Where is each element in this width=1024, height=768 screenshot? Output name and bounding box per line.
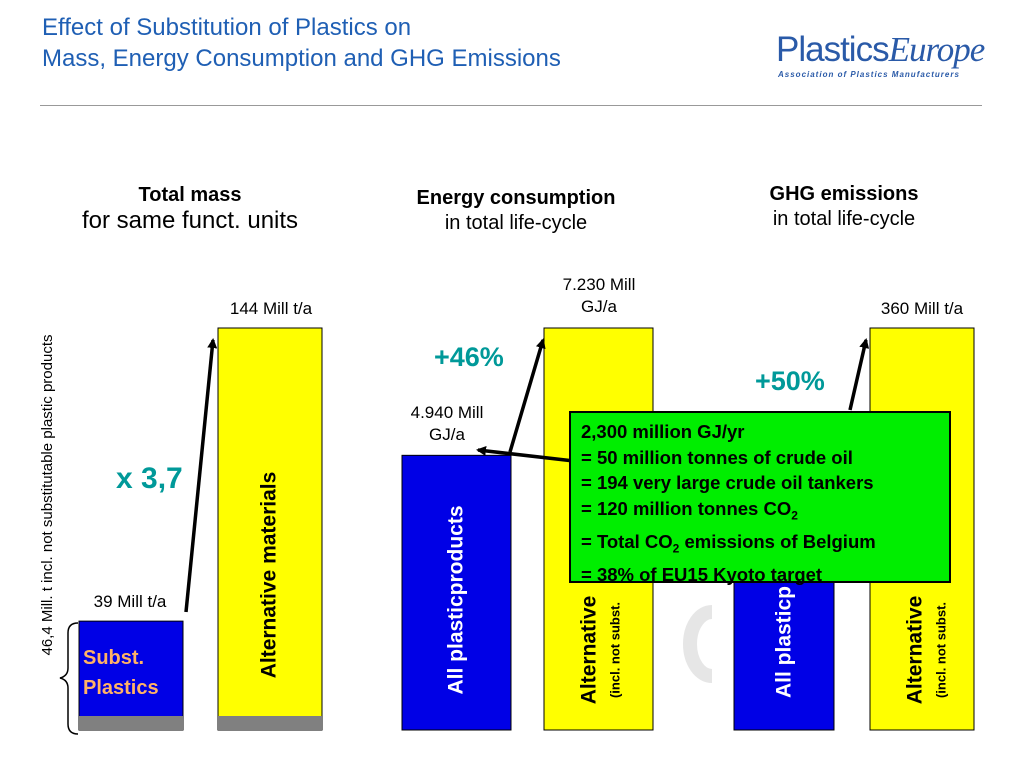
- bar-label-all-plasticproducts: All plasticproducts: [445, 505, 468, 694]
- side-brace: [59, 622, 79, 735]
- value-label-plastics-energy-2: GJ/a: [429, 425, 465, 444]
- callout-line-3: = 194 very large crude oil tankers: [581, 472, 874, 493]
- increase-arrow-ghg: [848, 338, 870, 411]
- energy-header-sub: in total life-cycle: [444, 212, 588, 234]
- side-note: 46,4 Mill. t incl. not substitutable pla…: [39, 335, 56, 656]
- callout-line-1: 2,300 million GJ/yr: [581, 421, 745, 442]
- bar-non-substitutable: [79, 716, 183, 730]
- energy-header-title: Energy consumption: [416, 187, 616, 209]
- logo-text-b: Europe: [888, 30, 986, 69]
- callout-line-6: = 38% of EU15 Kyoto target: [581, 563, 823, 585]
- bar-sublabel-energy: (incl. not subst.: [607, 602, 622, 698]
- title-divider: [40, 105, 982, 106]
- ghg-header: GHG emissions in total life-cycle: [694, 182, 994, 232]
- value-label-alternative-energy-2: GJ/a: [581, 297, 617, 316]
- change-label-ghg: +50%: [755, 366, 825, 396]
- bar-label-subst-2: Plastics: [83, 677, 159, 699]
- callout-line-5: = Total CO2 emissions of Belgium: [581, 530, 876, 556]
- mass-header-sub: for same funct. units: [81, 207, 299, 234]
- ghg-header-title: GHG emissions: [769, 183, 919, 205]
- value-label-alternative-energy-1: 7.230 Mill: [563, 275, 636, 294]
- value-label-subst: 39 Mill t/a: [94, 592, 167, 611]
- mass-header-title: Total mass: [138, 184, 242, 206]
- title-line-2: Mass, Energy Consumption and GHG Emissio…: [42, 45, 561, 72]
- slide-title: Effect of Substitution of Plastics on Ma…: [42, 12, 561, 74]
- bar-subst-plastics: [78, 620, 184, 731]
- bar-all-plasticproducts: [401, 454, 512, 731]
- value-label-plastics-energy-1: 4.940 Mill: [411, 403, 484, 422]
- callout-pointer-arrow: [476, 445, 575, 463]
- callout-line-2: = 50 million tonnes of crude oil: [581, 446, 853, 468]
- bar-label-subst-1: Subst.: [83, 647, 144, 669]
- bar-sublabel-ghg: (incl. not subst.: [933, 602, 948, 698]
- change-label-mass: x 3,7: [116, 462, 183, 495]
- equivalence-callout: 2,300 million GJ/yr = 50 million tonnes …: [569, 411, 951, 585]
- change-label-energy: +46%: [434, 342, 504, 372]
- bar-label-alternative-materials: Alternative materials: [258, 472, 281, 679]
- increase-arrow-energy: [508, 338, 546, 453]
- callout-line-4: = 120 million tonnes CO2: [581, 497, 798, 523]
- title-line-1: Effect of Substitution of Plastics on: [42, 14, 412, 41]
- bar-label-alternative-energy: Alternative: [578, 596, 601, 705]
- logo-text-a: Plastics: [776, 30, 890, 69]
- bar-alternative-materials: [217, 327, 323, 731]
- logo-tagline: Association of Plastics Manufacturers: [778, 70, 960, 79]
- mass-header: Total mass for same funct. units: [40, 183, 340, 235]
- bar-non-substitutable: [218, 716, 322, 730]
- value-label-alternative: 144 Mill t/a: [230, 299, 313, 318]
- plasticseurope-logo: PlasticsEurope: [776, 30, 986, 70]
- bar-label-alternative-ghg: Alternative: [904, 596, 927, 705]
- ghg-header-sub: in total life-cycle: [772, 208, 916, 230]
- increase-arrow: [184, 338, 218, 613]
- value-label-alternative-ghg: 360 Mill t/a: [881, 299, 964, 318]
- bar-label-all-plastic-ghg: All plasticp: [773, 586, 796, 698]
- energy-header: Energy consumption in total life-cycle: [366, 186, 666, 236]
